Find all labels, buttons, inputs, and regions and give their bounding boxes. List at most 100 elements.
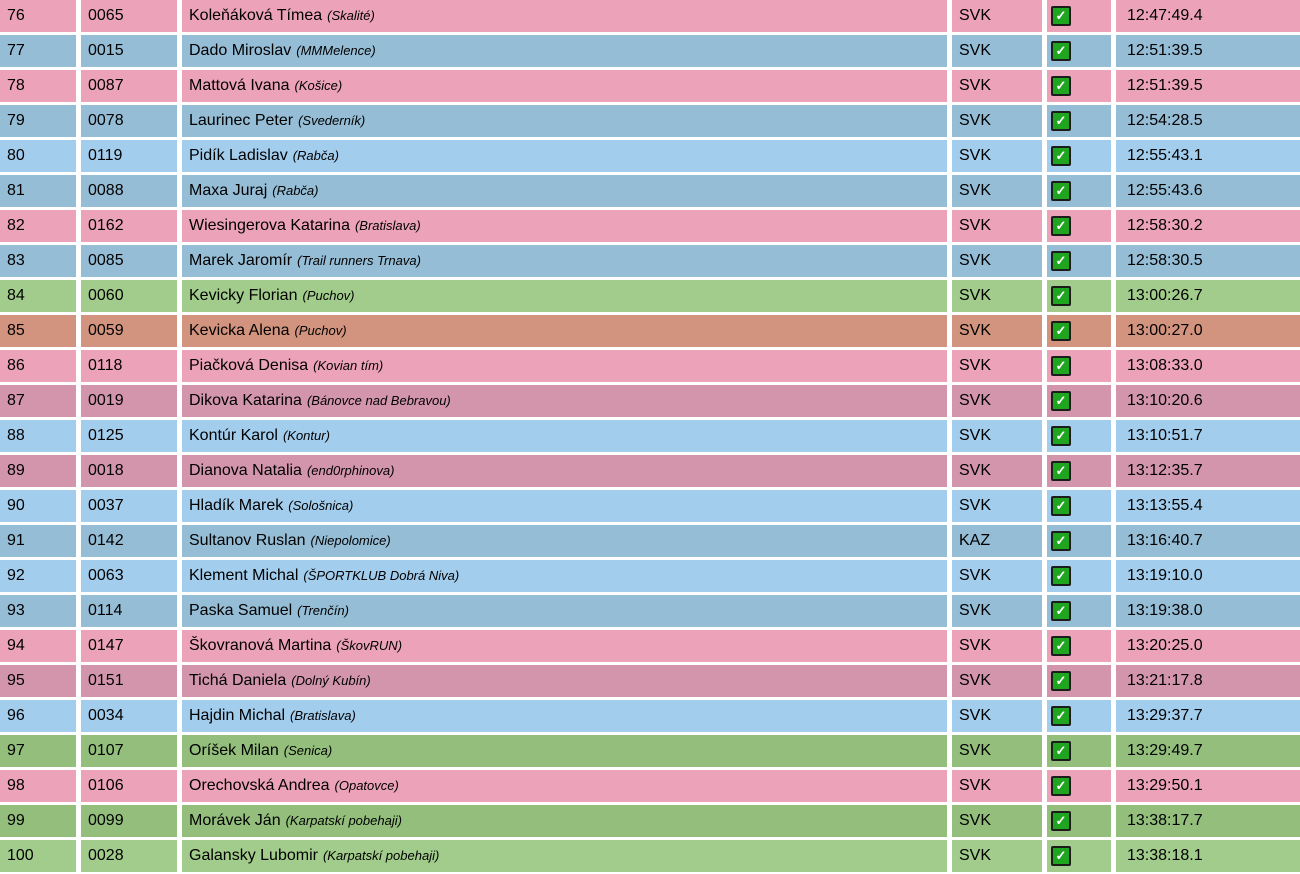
- finished-checkbox[interactable]: ✓: [1051, 321, 1071, 341]
- checkmark-icon: ✓: [1055, 323, 1067, 338]
- checkbox-cell: ✓: [1047, 630, 1111, 662]
- time-cell: 12:47:49.4: [1116, 0, 1300, 32]
- name-cell: Maxa Juraj (Rabča): [182, 175, 947, 207]
- finished-checkbox[interactable]: ✓: [1051, 846, 1071, 866]
- checkmark-icon: ✓: [1055, 428, 1067, 443]
- bib-cell: 0060: [81, 280, 177, 312]
- club-name: (Košice): [294, 78, 343, 93]
- result-row: 100 0028 Galansky Lubomir (Karpatskí pobe…: [0, 840, 1300, 872]
- checkbox-cell: ✓: [1047, 490, 1111, 522]
- finished-checkbox[interactable]: ✓: [1051, 356, 1071, 376]
- checkbox-cell: ✓: [1047, 595, 1111, 627]
- name-cell: Kevicky Florian (Puchov): [182, 280, 947, 312]
- country-cell: SVK: [952, 70, 1042, 102]
- runner-name: Koleňáková Tímea: [189, 7, 323, 24]
- finished-checkbox[interactable]: ✓: [1051, 286, 1071, 306]
- name-cell: Dikova Katarina (Bánovce nad Bebravou): [182, 385, 947, 417]
- runner-name: Mattová Ivana: [189, 77, 290, 94]
- name-cell: Morávek Ján (Karpatskí pobehaji): [182, 805, 947, 837]
- country-cell: SVK: [952, 175, 1042, 207]
- country-cell: SVK: [952, 315, 1042, 347]
- result-row: 86 0118 Piačková Denisa (Kovian tím) SVK …: [0, 350, 1300, 382]
- time-cell: 13:16:40.7: [1116, 525, 1300, 557]
- rank-cell: 89: [0, 455, 76, 487]
- rank-cell: 87: [0, 385, 76, 417]
- country-cell: SVK: [952, 140, 1042, 172]
- finished-checkbox[interactable]: ✓: [1051, 6, 1071, 26]
- result-row: 82 0162 Wiesingerova Katarina (Bratislava…: [0, 210, 1300, 242]
- rank-cell: 77: [0, 35, 76, 67]
- club-name: (Puchov): [294, 323, 347, 338]
- checkbox-cell: ✓: [1047, 175, 1111, 207]
- country-cell: SVK: [952, 210, 1042, 242]
- finished-checkbox[interactable]: ✓: [1051, 181, 1071, 201]
- checkmark-icon: ✓: [1055, 393, 1067, 408]
- bib-cell: 0151: [81, 665, 177, 697]
- finished-checkbox[interactable]: ✓: [1051, 251, 1071, 271]
- name-cell: Hajdin Michal (Bratislava): [182, 700, 947, 732]
- checkbox-cell: ✓: [1047, 420, 1111, 452]
- runner-name: Galansky Lubomir: [189, 847, 318, 864]
- finished-checkbox[interactable]: ✓: [1051, 706, 1071, 726]
- checkmark-icon: ✓: [1055, 183, 1067, 198]
- finished-checkbox[interactable]: ✓: [1051, 111, 1071, 131]
- finished-checkbox[interactable]: ✓: [1051, 461, 1071, 481]
- finished-checkbox[interactable]: ✓: [1051, 496, 1071, 516]
- finished-checkbox[interactable]: ✓: [1051, 216, 1071, 236]
- club-name: (Trenčín): [297, 603, 349, 618]
- checkbox-cell: ✓: [1047, 700, 1111, 732]
- bib-cell: 0099: [81, 805, 177, 837]
- country-cell: SVK: [952, 735, 1042, 767]
- checkmark-icon: ✓: [1055, 43, 1067, 58]
- checkbox-cell: ✓: [1047, 455, 1111, 487]
- finished-checkbox[interactable]: ✓: [1051, 531, 1071, 551]
- runner-name: Klement Michal: [189, 567, 299, 584]
- result-row: 98 0106 Orechovská Andrea (Opatovce) SVK …: [0, 770, 1300, 802]
- time-cell: 12:55:43.1: [1116, 140, 1300, 172]
- finished-checkbox[interactable]: ✓: [1051, 636, 1071, 656]
- finished-checkbox[interactable]: ✓: [1051, 391, 1071, 411]
- time-cell: 13:00:26.7: [1116, 280, 1300, 312]
- finished-checkbox[interactable]: ✓: [1051, 811, 1071, 831]
- bib-cell: 0142: [81, 525, 177, 557]
- checkbox-cell: ✓: [1047, 840, 1111, 872]
- club-name: (Karpatskí pobehaji): [285, 813, 402, 828]
- bib-cell: 0037: [81, 490, 177, 522]
- runner-name: Marek Jaromír: [189, 252, 293, 269]
- finished-checkbox[interactable]: ✓: [1051, 76, 1071, 96]
- runner-name: Sultanov Ruslan: [189, 532, 306, 549]
- runner-name: Dianova Natalia: [189, 462, 302, 479]
- finished-checkbox[interactable]: ✓: [1051, 566, 1071, 586]
- runner-name: Pidík Ladislav: [189, 147, 288, 164]
- country-cell: SVK: [952, 245, 1042, 277]
- finished-checkbox[interactable]: ✓: [1051, 426, 1071, 446]
- name-cell: Dianova Natalia (end0rphinova): [182, 455, 947, 487]
- runner-name: Dikova Katarina: [189, 392, 302, 409]
- country-cell: KAZ: [952, 525, 1042, 557]
- name-cell: Oríšek Milan (Senica): [182, 735, 947, 767]
- result-row: 76 0065 Koleňáková Tímea (Skalité) SVK ✓ …: [0, 0, 1300, 32]
- country-cell: SVK: [952, 420, 1042, 452]
- finished-checkbox[interactable]: ✓: [1051, 741, 1071, 761]
- runner-name: Orechovská Andrea: [189, 777, 330, 794]
- bib-cell: 0019: [81, 385, 177, 417]
- runner-name: Maxa Juraj: [189, 182, 268, 199]
- finished-checkbox[interactable]: ✓: [1051, 146, 1071, 166]
- checkmark-icon: ✓: [1055, 708, 1067, 723]
- finished-checkbox[interactable]: ✓: [1051, 41, 1071, 61]
- checkmark-icon: ✓: [1055, 848, 1067, 863]
- finished-checkbox[interactable]: ✓: [1051, 601, 1071, 621]
- time-cell: 12:54:28.5: [1116, 105, 1300, 137]
- result-row: 83 0085 Marek Jaromír (Trail runners Trna…: [0, 245, 1300, 277]
- finished-checkbox[interactable]: ✓: [1051, 671, 1071, 691]
- club-name: (Dolný Kubín): [291, 673, 371, 688]
- checkmark-icon: ✓: [1055, 743, 1067, 758]
- checkbox-cell: ✓: [1047, 105, 1111, 137]
- name-cell: Galansky Lubomir (Karpatskí pobehaji): [182, 840, 947, 872]
- runner-name: Paska Samuel: [189, 602, 293, 619]
- result-row: 91 0142 Sultanov Ruslan (Niepolomice) KAZ…: [0, 525, 1300, 557]
- name-cell: Marek Jaromír (Trail runners Trnava): [182, 245, 947, 277]
- result-row: 81 0088 Maxa Juraj (Rabča) SVK ✓ 12:55:43…: [0, 175, 1300, 207]
- finished-checkbox[interactable]: ✓: [1051, 776, 1071, 796]
- bib-cell: 0114: [81, 595, 177, 627]
